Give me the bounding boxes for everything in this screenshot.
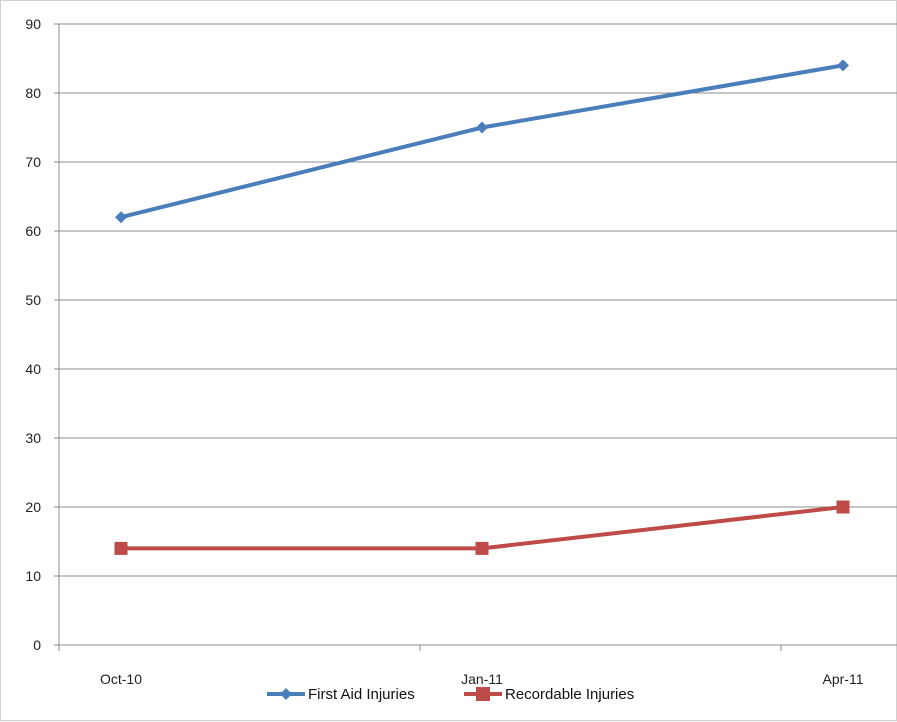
data-point-square — [475, 541, 489, 555]
x-tick-label: Jan-11 — [461, 671, 503, 687]
data-point-square — [114, 541, 128, 555]
legend-label: First Aid Injuries — [308, 686, 415, 703]
y-tick-label: 70 — [25, 154, 41, 170]
gridlines — [59, 23, 897, 577]
legend-marker-diamond — [280, 688, 292, 700]
y-tick-label: 10 — [25, 568, 41, 584]
data-point-diamond — [837, 59, 849, 72]
y-tick-label: 90 — [25, 16, 41, 32]
data-point-diamond — [115, 211, 127, 224]
legend: First Aid Injuries Recordable Injuries — [267, 686, 634, 703]
y-tick-label: 40 — [25, 361, 41, 377]
series-line-first-aid-injuries — [120, 63, 844, 220]
legend-marker-square — [476, 687, 490, 701]
y-tick-label: 60 — [25, 223, 41, 239]
y-tick-label: 80 — [25, 85, 41, 101]
y-tick-label: 20 — [25, 499, 41, 515]
y-tick-label: 50 — [25, 292, 41, 308]
x-tick-label: Apr-11 — [823, 671, 864, 687]
series-layer — [114, 59, 850, 555]
x-tick-label: Oct-10 — [100, 671, 142, 687]
legend-label: Recordable Injuries — [505, 686, 634, 703]
y-tick-label: 0 — [33, 637, 41, 653]
y-tick-label: 30 — [25, 430, 41, 446]
axes: 0 10 20 30 40 50 60 70 80 90 Oct-10 Jan-11 Apr-11 — [25, 16, 897, 687]
data-point-square — [836, 500, 850, 514]
data-point-diamond — [476, 121, 488, 134]
